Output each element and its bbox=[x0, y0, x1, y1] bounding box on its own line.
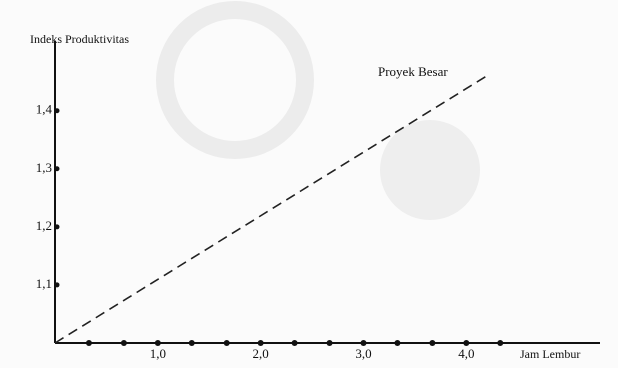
y-axis-label: Indeks Produktivitas bbox=[30, 32, 129, 46]
x-minor-tick bbox=[189, 340, 195, 346]
y-tick-label: 1,1 bbox=[36, 276, 52, 291]
chart: Indeks Produktivitas Jam Lembur Proyek B… bbox=[0, 0, 618, 368]
x-minor-tick bbox=[429, 340, 435, 346]
y-tick-label: 1,4 bbox=[36, 102, 53, 117]
x-minor-tick bbox=[86, 340, 92, 346]
x-tick-label: 2,0 bbox=[253, 346, 269, 361]
y-tick bbox=[55, 108, 60, 113]
x-tick-label: 4,0 bbox=[458, 346, 474, 361]
x-minor-tick bbox=[497, 340, 503, 346]
y-tick bbox=[55, 282, 60, 287]
y-tick bbox=[55, 166, 60, 171]
y-tick bbox=[55, 224, 60, 229]
x-minor-tick bbox=[224, 340, 230, 346]
x-minor-tick bbox=[121, 340, 127, 346]
x-minor-tick bbox=[327, 340, 333, 346]
annotation: Proyek Besar bbox=[378, 64, 448, 79]
y-tick-label: 1,2 bbox=[36, 218, 52, 233]
watermark bbox=[380, 120, 480, 220]
x-minor-tick bbox=[394, 340, 400, 346]
x-tick-label: 3,0 bbox=[355, 346, 371, 361]
x-axis-label: Jam Lembur bbox=[520, 347, 580, 361]
y-tick-label: 1,3 bbox=[36, 160, 52, 175]
x-minor-tick bbox=[292, 340, 298, 346]
x-tick-label: 1,0 bbox=[150, 346, 166, 361]
